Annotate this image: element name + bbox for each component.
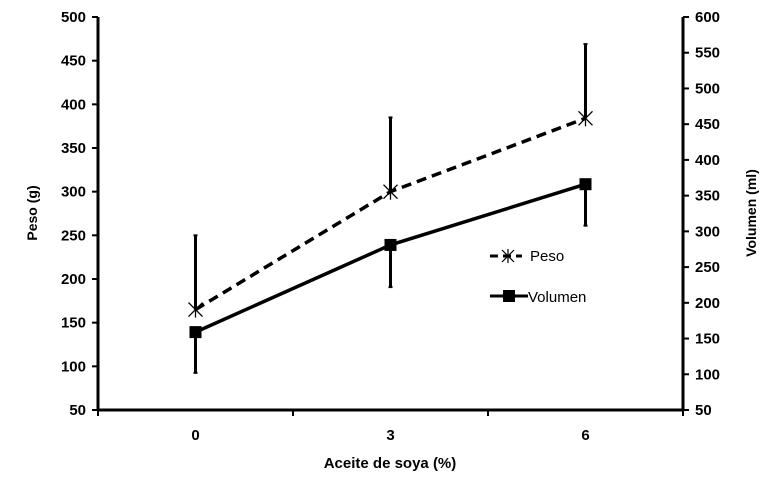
y-tick-label: 50	[69, 402, 86, 419]
data-point-volumen	[189, 326, 202, 339]
data-point-volumen	[579, 178, 592, 191]
data-point-volumen	[384, 238, 397, 251]
y-tick-label: 100	[61, 358, 86, 375]
legend-peso-label: Peso	[530, 248, 564, 265]
legend-volumen-label: Volumen	[528, 289, 586, 306]
y-tick-label: 400	[61, 96, 86, 113]
legend: Peso Volumen	[490, 248, 586, 306]
y2-tick-label: 400	[695, 152, 720, 169]
y-tick-label: 150	[61, 315, 86, 332]
x-tick-label: 0	[191, 427, 199, 444]
y2-tick-label: 150	[695, 331, 720, 348]
x-tick-label: 6	[581, 427, 589, 444]
y-tick-label: 500	[61, 9, 86, 26]
data-point-peso	[188, 301, 203, 318]
data-point-peso	[383, 183, 398, 200]
x-tick-label: 3	[386, 427, 394, 444]
legend-volumen-marker	[503, 290, 515, 302]
data-point-peso	[578, 110, 593, 127]
y2-tick-label: 550	[695, 45, 720, 62]
y2-axis-label: Volumen (ml)	[743, 169, 759, 257]
legend-peso-marker	[501, 249, 515, 263]
y2-tick-label: 350	[695, 188, 720, 205]
y2-tick-label: 450	[695, 116, 720, 133]
y2-tick-label: 200	[695, 295, 720, 312]
y-tick-label: 200	[61, 271, 86, 288]
y-tick-label: 450	[61, 53, 86, 70]
y-tick-label: 300	[61, 184, 86, 201]
y-tick-label: 250	[61, 227, 86, 244]
x-axis-label: Aceite de soya (%)	[324, 455, 457, 472]
y2-tick-label: 50	[695, 402, 712, 419]
y2-tick-label: 250	[695, 259, 720, 276]
y-tick-label: 350	[61, 140, 86, 157]
y2-tick-label: 300	[695, 223, 720, 240]
y2-tick-label: 100	[695, 366, 720, 383]
y-axis-label: Peso (g)	[24, 185, 40, 240]
y2-tick-label: 600	[695, 9, 720, 26]
y2-tick-label: 500	[695, 80, 720, 97]
